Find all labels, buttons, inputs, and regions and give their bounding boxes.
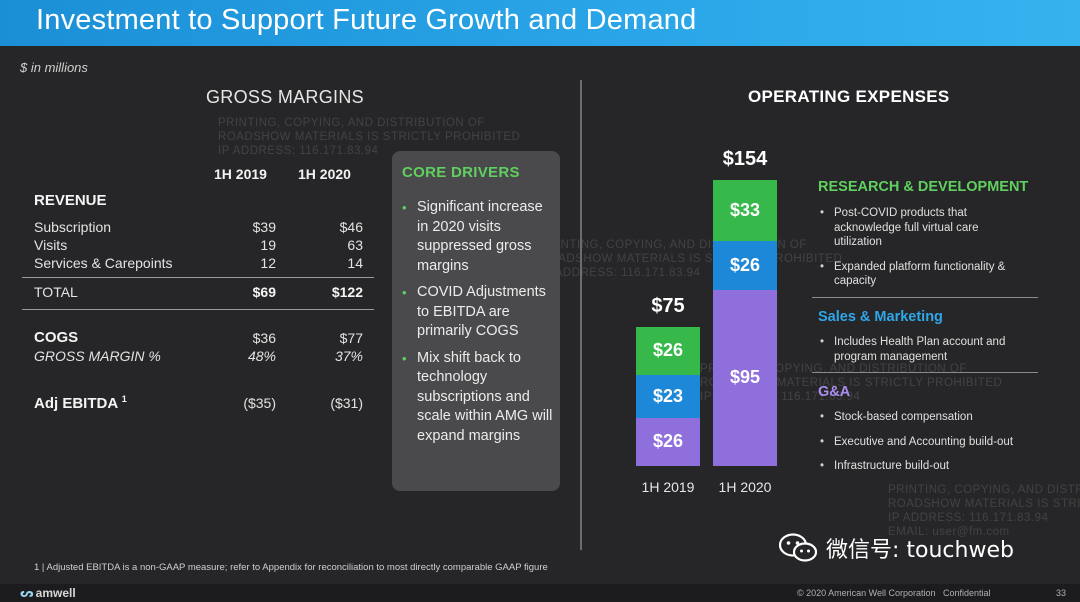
column-header-2020: 1H 2020 [298, 166, 351, 182]
watermark: PRINTING, COPYING, AND DISTRIBUTION OF R… [218, 117, 521, 157]
x-axis-tick-label: 1H 2020 [718, 479, 772, 495]
ga-item: Stock-based compensation [818, 410, 1028, 425]
wechat-icon [778, 533, 818, 563]
amwell-logo-icon: ᔕ [20, 586, 34, 600]
core-driver-item: Mix shift back to technology subscriptio… [400, 349, 556, 447]
core-drivers-list: Significant increase in 2020 visits supp… [400, 198, 556, 453]
row-label-subscription: Subscription [34, 219, 112, 235]
adj-ebitda-text: Adj EBITDA [34, 395, 118, 412]
bottom-bar [0, 584, 1080, 602]
gross-margin-pct-2020: 37% [334, 348, 363, 364]
category-rule [812, 372, 1038, 373]
x-axis-tick-label: 1H 2019 [641, 479, 695, 495]
watermark: PRINTING, COPYING, AND DISTRIBUTION OF R… [540, 239, 843, 279]
sm-list: Includes Health Plan account and program… [818, 335, 1028, 374]
bar-total-label: $75 [651, 294, 685, 317]
bar-segment-sales-marketing: $26 [713, 241, 777, 290]
column-header-2019: 1H 2019 [214, 166, 267, 182]
core-driver-item: COVID Adjustments to EBITDA are primaril… [400, 283, 556, 342]
ga-list: Stock-based compensation Executive and A… [818, 410, 1028, 484]
page-number: 33 [1056, 588, 1067, 598]
gross-margin-pct-2019: 48% [247, 348, 276, 364]
brand-name: amwell [35, 586, 76, 600]
cogs-2019: $36 [252, 330, 276, 346]
bar-segment-research-development: $33 [713, 180, 777, 242]
cogs-label: COGS [34, 329, 79, 346]
rd-list: Post-COVID products that acknowledge ful… [818, 206, 1028, 299]
row-label-services: Services & Carepoints [34, 255, 173, 271]
value-visits-2020: 63 [347, 237, 363, 253]
brand-logo: ᔕ amwell [20, 586, 76, 600]
value-services-2019: 12 [260, 255, 276, 271]
bar-segment-g-a: $95 [713, 289, 777, 466]
bar-total-label: $154 [722, 148, 768, 170]
value-services-2020: 14 [347, 255, 363, 271]
value-visits-2019: 19 [260, 237, 276, 253]
rd-item: Post-COVID products that acknowledge ful… [818, 206, 1028, 250]
wechat-badge: 微信号: touchweb [778, 532, 1014, 564]
core-drivers-title: CORE DRIVERS [402, 164, 520, 181]
rd-item: Expanded platform functionality & capaci… [818, 260, 1028, 289]
value-subscription-2019: $39 [252, 219, 276, 235]
rd-title: RESEARCH & DEVELOPMENT [818, 179, 1029, 195]
revenue-label: REVENUE [34, 192, 107, 209]
row-label-visits: Visits [34, 237, 68, 253]
gross-margin-pct-label: GROSS MARGIN % [34, 348, 161, 364]
gross-margins-heading: GROSS MARGINS [206, 87, 364, 107]
table-rule [22, 277, 374, 278]
ga-title: G&A [818, 384, 851, 400]
total-2020: $122 [331, 284, 363, 300]
section-divider [580, 80, 582, 550]
adj-ebitda-2020: ($31) [330, 395, 363, 411]
copyright: © 2020 American Well Corporation Confide… [797, 588, 991, 598]
ga-item: Executive and Accounting build-out [818, 435, 1028, 450]
total-2019: $69 [252, 284, 276, 300]
sm-item: Includes Health Plan account and program… [818, 335, 1028, 364]
table-rule [22, 309, 374, 310]
ga-item: Infrastructure build-out [818, 459, 1028, 474]
bar-segment-research-development: $26 [636, 326, 700, 375]
adj-ebitda-2019: ($35) [243, 395, 276, 411]
cogs-2020: $77 [339, 330, 363, 346]
adj-ebitda-label: Adj EBITDA 1 [34, 394, 127, 412]
bar-segment-sales-marketing: $23 [636, 375, 700, 418]
category-rule [812, 297, 1038, 298]
sm-title: Sales & Marketing [818, 309, 943, 325]
slide-title: Investment to Support Future Growth and … [36, 4, 697, 36]
watermark: PRINTING, COPYING, AND DISTRIBUTION OF R… [888, 484, 1080, 538]
operating-expenses-heading: OPERATING EXPENSES [748, 87, 950, 106]
wechat-id-text: 微信号: touchweb [826, 538, 1014, 563]
value-subscription-2020: $46 [339, 219, 363, 235]
total-label: TOTAL [34, 284, 78, 300]
units-note: $ in millions [20, 60, 88, 75]
footnote: 1 | Adjusted EBITDA is a non-GAAP measur… [34, 562, 548, 573]
bar-segment-g-a: $26 [636, 417, 700, 466]
core-driver-item: Significant increase in 2020 visits supp… [400, 198, 556, 276]
footnote-mark: 1 [121, 394, 127, 404]
title-bar [0, 0, 1080, 46]
